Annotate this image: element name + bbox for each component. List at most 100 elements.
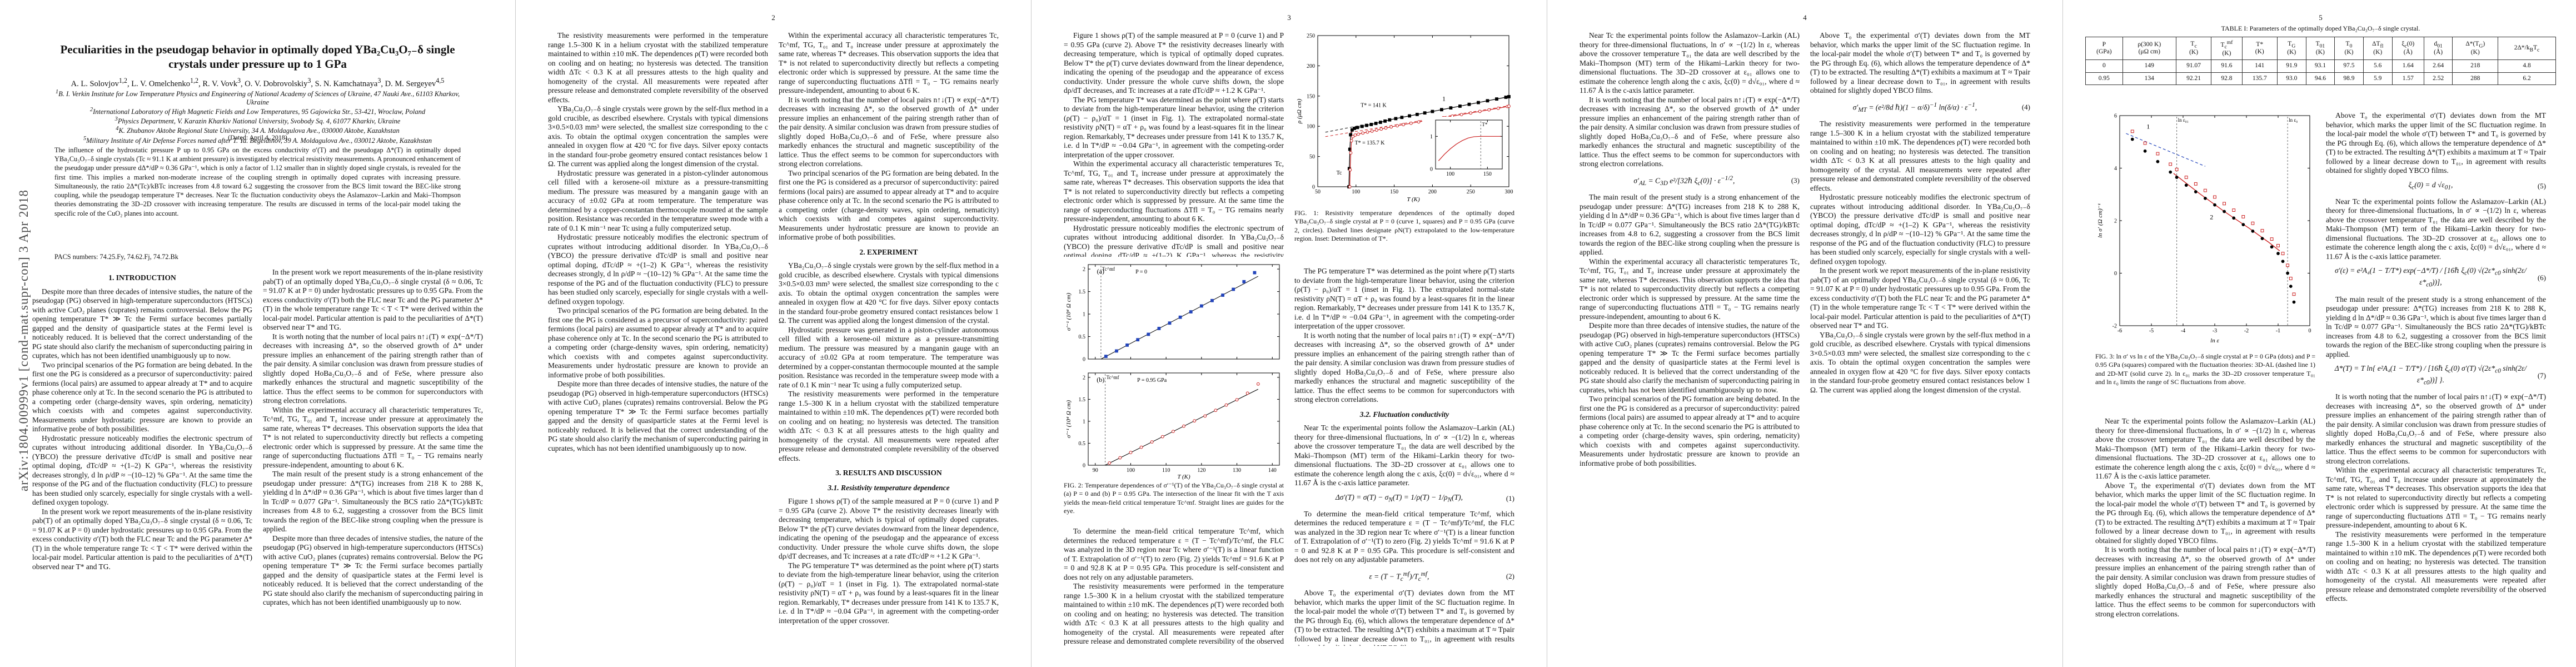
svg-text:T* = 141 K: T* = 141 K	[1361, 102, 1387, 108]
svg-text:1: 1	[1442, 95, 1446, 103]
svg-text:-2: -2	[2244, 328, 2249, 334]
svg-text:(a): (a)	[1097, 267, 1104, 275]
body-paragraph: YBa₂Cu₃O₇₋δ single crystals were grown b…	[779, 261, 999, 325]
svg-text:1: 1	[1083, 312, 1085, 318]
text-column-p3-left-top: Figure 1 shows ρ(T) of the sample measur…	[1064, 31, 1284, 257]
equation-number: (5)	[2537, 181, 2546, 190]
svg-text:2: 2	[1083, 267, 1085, 273]
body-paragraph: The resistivity measurements were perfor…	[2326, 530, 2546, 603]
svg-text:σ′⁻¹ (10⁴ Ω cm): σ′⁻¹ (10⁴ Ω cm)	[1065, 293, 1072, 331]
svg-text:σ′⁻¹ (10⁴ Ω cm): σ′⁻¹ (10⁴ Ω cm)	[1065, 400, 1072, 438]
body-paragraph: Despite more than three decades of inten…	[263, 534, 483, 607]
affiliation-line: 2International Laboratory of High Magnet…	[89, 107, 426, 116]
page-number-5: 5	[2319, 13, 2323, 22]
table-header-cell: ΔTfl (K)	[2363, 36, 2393, 61]
svg-text:250: 250	[1467, 189, 1475, 195]
svg-text:2: 2	[2210, 213, 2213, 221]
body-paragraph: The resistivity measurements were perfor…	[548, 31, 768, 104]
body-paragraph: YBa₂Cu₃O₇₋δ single crystals were grown b…	[1810, 330, 2030, 394]
svg-text:-4: -4	[2181, 328, 2185, 334]
svg-text:90: 90	[1093, 467, 1098, 474]
body-paragraph: Near Tc the experimental points follow t…	[2095, 417, 2315, 480]
body-paragraph: It is worth noting that the number of lo…	[1580, 95, 1800, 168]
section-heading: 1. INTRODUCTION	[108, 273, 176, 282]
table-row: 0 149 91.07 91.6 141 91.9 93.1 97.5 5.6 1.64 2.64 2…	[2085, 59, 2556, 73]
paper-title: Peculiarities in the pseudogap behavior …	[60, 43, 455, 71]
table-cell: 134	[2122, 72, 2176, 85]
svg-text:P = 0.95 GPa: P = 0.95 GPa	[1137, 377, 1167, 384]
svg-text:1: 1	[1430, 134, 1433, 140]
equation-number: (1)	[1506, 494, 1514, 502]
figure-3-caption: FIG. 3: ln σ′ vs ln ε of the YBa₂Cu₃O₇₋δ…	[2095, 352, 2315, 386]
body-paragraph: Within the experimental accuracy all cha…	[263, 405, 483, 469]
page-number-2: 2	[771, 13, 775, 22]
svg-text:T (K): T (K)	[1407, 196, 1420, 203]
figure-1: 50 100 150 200 250 300 0 50 100 150 200 250 T (K) ρ (…	[1294, 31, 1514, 205]
body-paragraph: Within the experimental accuracy all cha…	[1064, 160, 1284, 223]
affiliation-line: 5Military Institute of Air Defense Force…	[83, 135, 432, 145]
body-paragraph: Despite more than three decades of inten…	[548, 380, 768, 452]
svg-text:130: 130	[1233, 467, 1241, 474]
page-number-4: 4	[1803, 13, 1807, 22]
table-cell: 2.52	[2423, 72, 2453, 85]
page-1: arXiv:1804.00999v1 [cond-mat.supr-con] 3…	[0, 0, 515, 667]
svg-text:110: 110	[1162, 467, 1170, 474]
svg-text:0: 0	[2309, 328, 2311, 334]
table-header-cell: P (GPa)	[2085, 36, 2123, 61]
equation-number: (2)	[1506, 572, 1514, 581]
svg-text:150: 150	[1307, 93, 1315, 99]
body-paragraph: The PG temperature T* was determined as …	[1294, 267, 1514, 330]
svg-text:1.5: 1.5	[1079, 289, 1086, 295]
svg-text:Tc^mf: Tc^mf	[1102, 266, 1115, 272]
svg-text:140: 140	[1268, 467, 1277, 474]
body-paragraph: Hydrostatic pressure noticeably modifies…	[32, 434, 252, 507]
table-cell: 91.07	[2175, 59, 2212, 73]
body-paragraph: It is worth noting that the number of lo…	[1294, 331, 1514, 404]
table-cell: 1.57	[2391, 72, 2424, 85]
body-paragraph: Within the experimental accuracy all cha…	[2326, 466, 2546, 530]
figure-2-caption: FIG. 2: Temperature dependences of σ′⁻¹(…	[1064, 481, 1284, 515]
equation-body: σ′AL = C3D e²/[32ℏ ξc(0)] · ε−1/2,	[1633, 175, 1735, 187]
svg-text:100: 100	[1127, 467, 1135, 474]
body-paragraph: Hydrostatic pressure was generated in a …	[779, 325, 999, 389]
equation-number: (6)	[2537, 273, 2546, 282]
svg-text:120: 120	[1197, 467, 1205, 474]
body-paragraph: Above T₀ the experimental σ′(T) deviates…	[1810, 31, 2030, 94]
table-header-cell: T01 (K)	[2305, 36, 2335, 61]
table-cell: 91.9	[2276, 59, 2306, 73]
table-cell: 0.95	[2085, 72, 2123, 85]
body-paragraph: It is worth noting that the number of lo…	[779, 95, 999, 168]
svg-text:ln σ′ (Ω cm)⁻¹: ln σ′ (Ω cm)⁻¹	[2097, 203, 2104, 238]
equation-body: ε = (T − Tcmf)/Tcmf,	[1369, 570, 1429, 583]
table-header-cell: T0 (K)	[2334, 36, 2364, 61]
body-paragraph: Above T₀ the experimental σ′(T) deviates…	[1294, 589, 1514, 646]
equation-body: σ′(ε) = e²A₄(1 − T/T*) exp(−Δ*/T) / [16ℏ…	[2335, 266, 2527, 289]
body-paragraph: The main result of the present study is …	[2326, 295, 2546, 359]
text-column-p2-right: Within the experimental accuracy all cha…	[779, 31, 999, 646]
table-cell: 135.7	[2241, 72, 2278, 85]
table-cell: 92.21	[2175, 72, 2212, 85]
section-heading: 3. RESULTS AND DISCUSSION	[835, 469, 942, 477]
subsection-heading: 3.1. Resistivity temperature dependence	[828, 483, 950, 492]
text-column-p3-left-bottom: To determine the mean-field critical tem…	[1064, 527, 1284, 646]
svg-text:0: 0	[2114, 271, 2117, 277]
page-4: 4 Near Tc the experimental points follow…	[1547, 0, 2062, 667]
table-cell: 218	[2452, 59, 2499, 73]
svg-text:4: 4	[2114, 166, 2117, 172]
figure-2: 0 0.5 1 1.5 2 σ′⁻¹ (10⁴ Ω cm) Tc^mf (a) P = 0 90…	[1064, 261, 1284, 480]
svg-text:150: 150	[1390, 189, 1398, 195]
svg-text:0: 0	[1083, 463, 1085, 469]
svg-text:0.5: 0.5	[1079, 441, 1086, 447]
text-column-p5-right: Above T₀ the experimental σ′(T) deviates…	[2326, 111, 2546, 646]
page-5: 5 TABLE I: Parameters of the optimally d…	[2062, 0, 2576, 667]
body-paragraph: In the present work we report measuremen…	[1810, 266, 2030, 330]
svg-text:200: 200	[1307, 63, 1315, 69]
body-paragraph: To determine the mean-field critical tem…	[1294, 509, 1514, 564]
body-paragraph: Despite more than three decades of inten…	[32, 287, 252, 360]
body-paragraph: Above T₀ the experimental σ′(T) deviates…	[2326, 111, 2546, 175]
svg-text:ln ε₀₁: ln ε₀₁	[2178, 117, 2189, 123]
body-paragraph: Two principal scenarios of the PG format…	[1580, 395, 1800, 467]
dated-line: (Dated: April 4, 2018)	[228, 133, 287, 141]
figure-2-panel-b: 90 100 110 120 130 140 0 0.5 1 1.5 2 T (K) σ′⁻¹ (10⁴…	[1065, 372, 1280, 480]
table-cell: 97.5	[2334, 59, 2364, 73]
